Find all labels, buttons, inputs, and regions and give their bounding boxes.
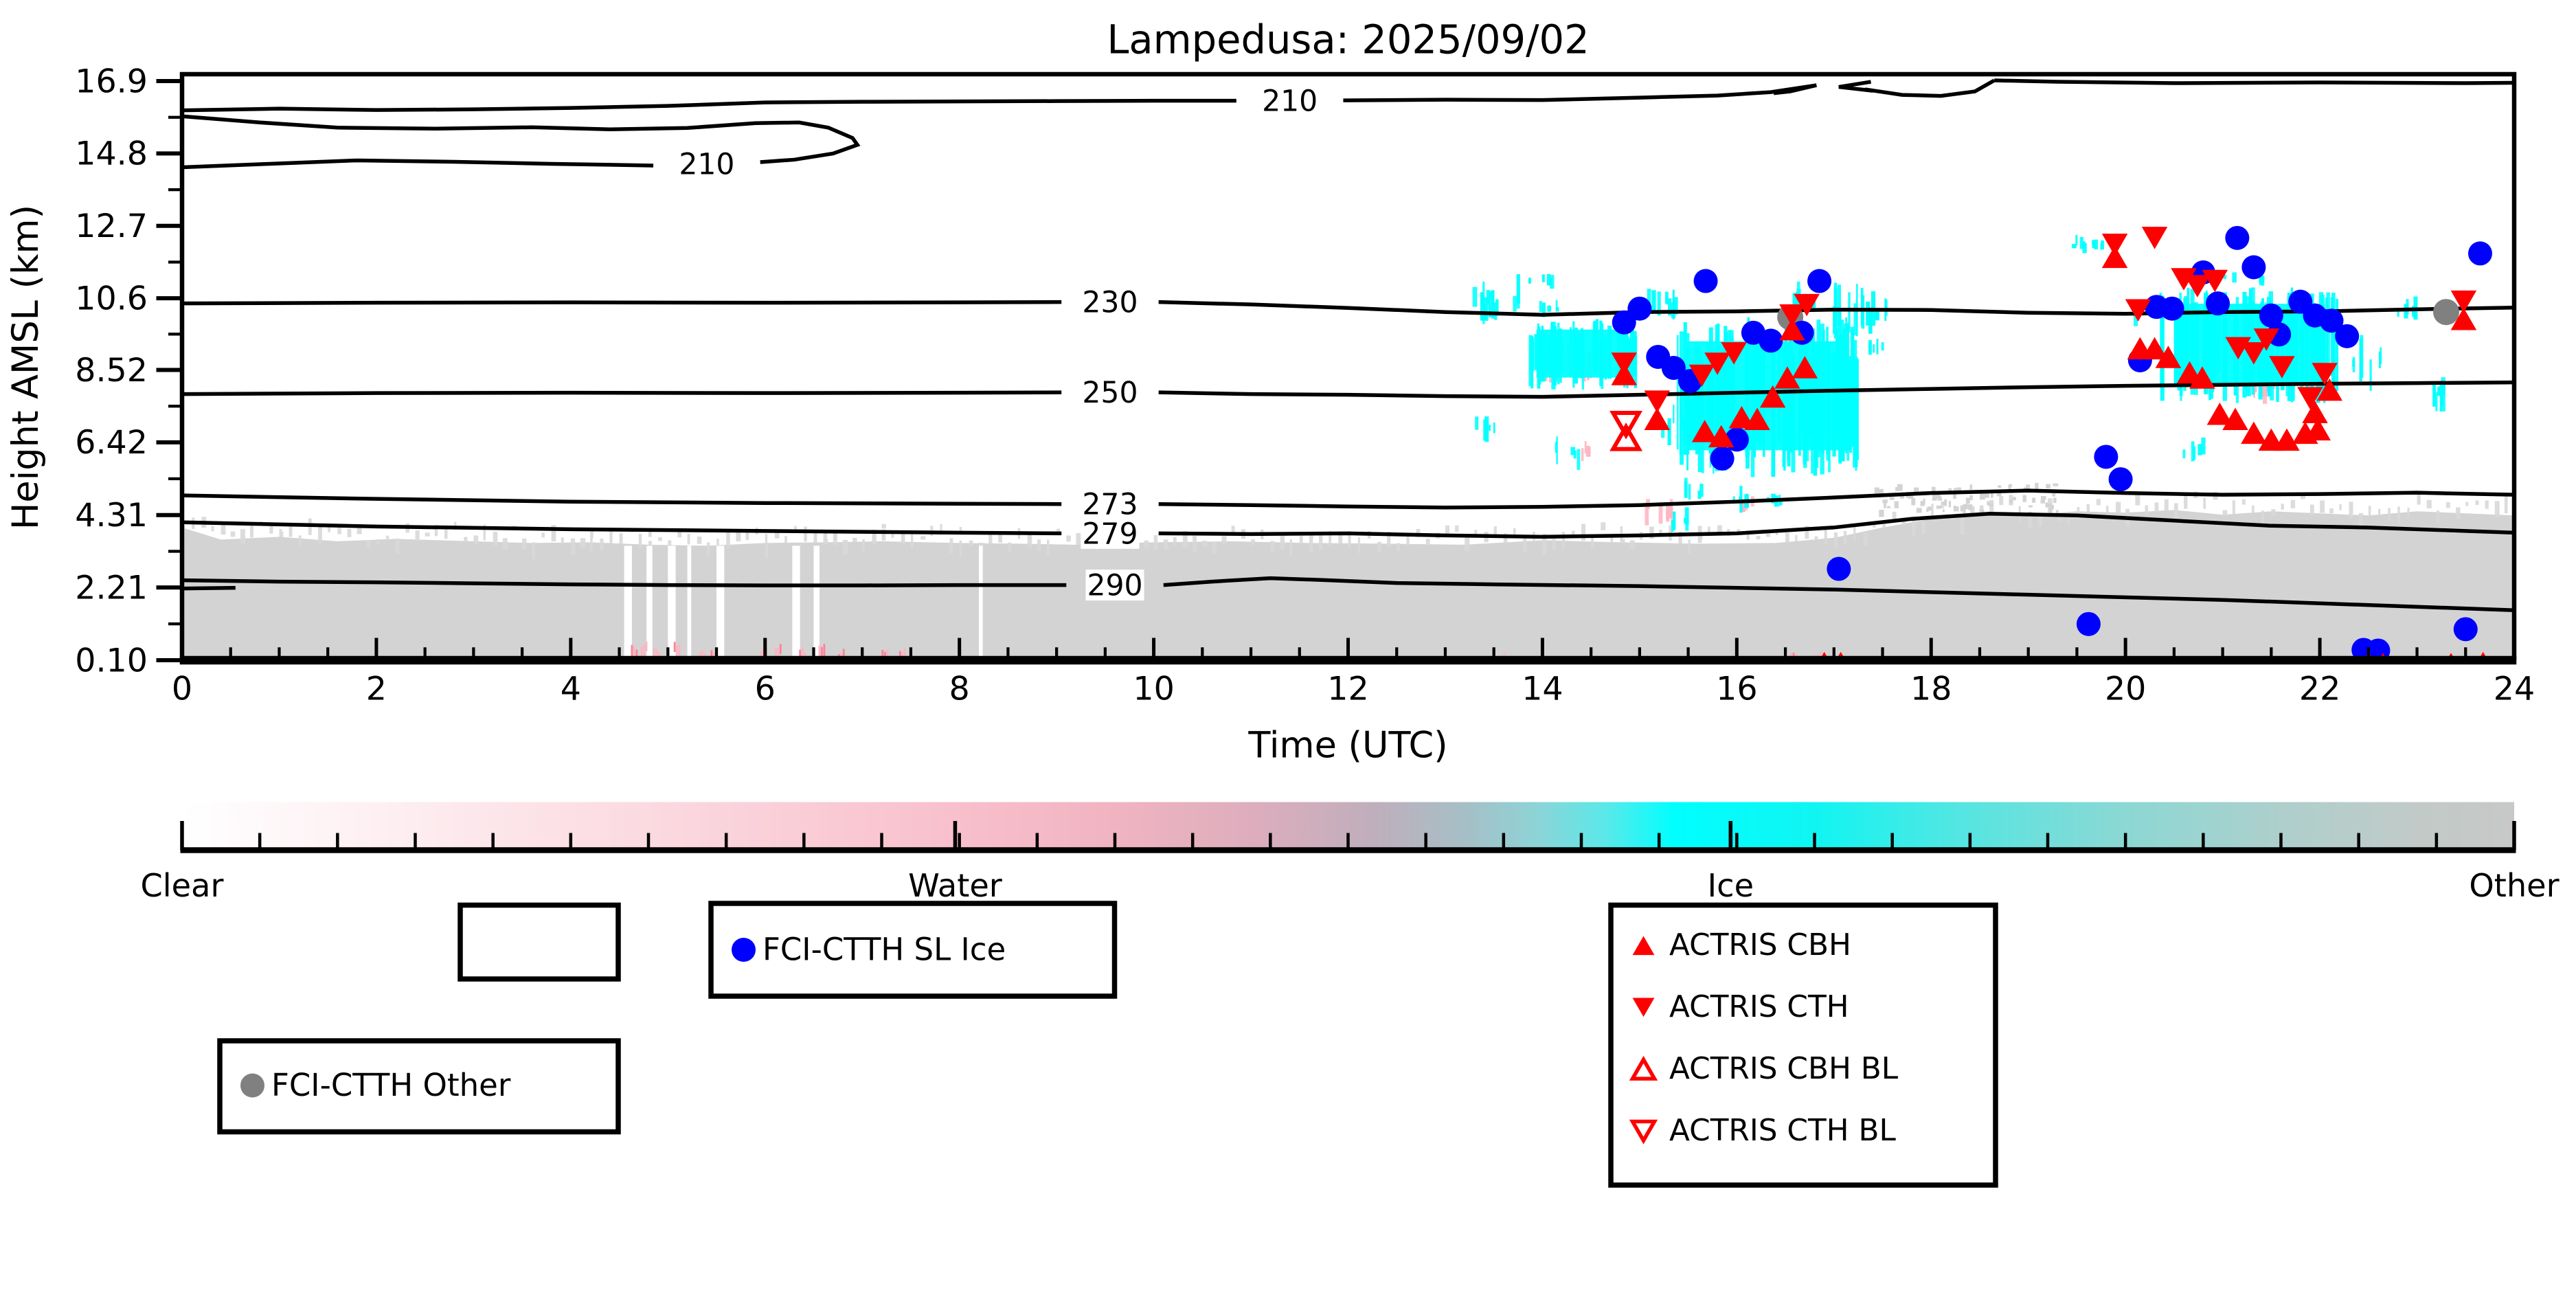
y-tick-label: 16.9 bbox=[75, 63, 148, 100]
contour-label: 210 bbox=[1262, 85, 1318, 119]
actris-cth-bl-markers bbox=[1609, 411, 1643, 440]
contour-label: 290 bbox=[1087, 570, 1142, 603]
x-tick-label: 20 bbox=[2105, 671, 2146, 708]
contour-label: 210 bbox=[679, 148, 734, 181]
y-tick-label: 8.52 bbox=[75, 352, 148, 390]
x-tick-label: 22 bbox=[2299, 671, 2340, 708]
legend-label-fci-other: FCI-CTTH Other bbox=[271, 1067, 511, 1103]
legend-area: FCI-CTTH SL Ice FCI-CTTH Other ACTRIS CBH A… bbox=[217, 901, 1998, 1188]
actris-cbh-bl-markers bbox=[1609, 423, 1643, 451]
y-tick-label: 2.21 bbox=[75, 569, 148, 607]
contour-label: 230 bbox=[1082, 286, 1138, 320]
contour-210: 210 bbox=[182, 114, 861, 181]
legend-label-fci-sl-ice: FCI-CTTH SL Ice bbox=[762, 932, 1006, 968]
red-triangle-up-open-icon bbox=[1629, 1055, 1658, 1081]
x-tick-label: 14 bbox=[1522, 671, 1563, 708]
x-tick-label: 10 bbox=[1133, 671, 1174, 708]
legend-label-actris-1: ACTRIS CTH bbox=[1669, 989, 1849, 1024]
legend-box-actris bbox=[1608, 902, 1998, 1188]
contour-273: 273 bbox=[182, 488, 2514, 522]
contour-250: 250 bbox=[182, 376, 2514, 410]
colorbar-label-other: Other bbox=[2469, 867, 2560, 904]
axes: 0 2 4 6 8 10 12 14 16 18 20 22 2416.914.812.710.68.5… bbox=[75, 63, 2535, 708]
contour-290: 290 bbox=[182, 570, 2514, 612]
x-tick-label: 24 bbox=[2494, 671, 2535, 708]
red-triangle-up-filled-icon bbox=[1632, 936, 1655, 956]
y-tick-label: 6.42 bbox=[75, 424, 148, 462]
legend-box-fci-other bbox=[217, 1038, 621, 1135]
y-axis-label: Height AMSL (km) bbox=[5, 205, 47, 530]
x-tick-label: 0 bbox=[172, 671, 192, 708]
x-axis-label: Time (UTC) bbox=[1247, 725, 1447, 767]
red-triangle-down-filled-icon bbox=[1632, 998, 1655, 1017]
contour-230: 230 bbox=[182, 286, 2514, 320]
legend-box-fci-sl-ice bbox=[708, 901, 1118, 999]
contour-label: 279 bbox=[1082, 517, 1138, 551]
y-tick-label: 4.31 bbox=[75, 497, 148, 534]
x-tick-label: 12 bbox=[1327, 671, 1368, 708]
chart-title: Lampedusa: 2025/09/02 bbox=[1107, 17, 1589, 63]
contour-210: 210 bbox=[182, 78, 2514, 119]
x-tick-label: 4 bbox=[561, 671, 581, 708]
x-tick-label: 8 bbox=[949, 671, 970, 708]
y-tick-label: 10.6 bbox=[75, 280, 148, 317]
legend-label-actris-3: ACTRIS CTH BL bbox=[1669, 1113, 1897, 1148]
gray-dot-icon bbox=[240, 1073, 264, 1098]
markers bbox=[1609, 225, 2492, 664]
x-tick-label: 6 bbox=[755, 671, 776, 708]
y-tick-label: 14.8 bbox=[75, 135, 148, 173]
x-tick-label: 2 bbox=[366, 671, 387, 708]
legend-label-actris-2: ACTRIS CBH BL bbox=[1669, 1051, 1899, 1086]
colorbar-label-clear: Clear bbox=[141, 867, 225, 904]
x-tick-label: 18 bbox=[1910, 671, 1952, 708]
contour-279: 279 bbox=[182, 511, 2514, 551]
legend-empty-box bbox=[457, 902, 621, 982]
y-tick-label: 0.10 bbox=[75, 642, 148, 679]
fci-ctth-sl-ice-markers bbox=[1612, 225, 2492, 663]
legend-label-actris-0: ACTRIS CBH bbox=[1669, 927, 1851, 962]
actris-cth-markers bbox=[1611, 227, 2477, 413]
y-tick-label: 12.7 bbox=[75, 207, 148, 245]
blue-dot-icon bbox=[732, 938, 756, 962]
contour-label: 273 bbox=[1082, 488, 1138, 522]
contour-label: 250 bbox=[1082, 376, 1138, 410]
classification-colorbar: Clear Water Ice Other bbox=[141, 802, 2560, 904]
actris-cbh-markers bbox=[1611, 245, 2490, 664]
x-tick-label: 16 bbox=[1716, 671, 1757, 708]
colorbar-label-water: Water bbox=[908, 867, 1003, 904]
red-triangle-down-open-icon bbox=[1629, 1119, 1658, 1145]
colorbar-label-ice: Ice bbox=[1708, 867, 1754, 904]
